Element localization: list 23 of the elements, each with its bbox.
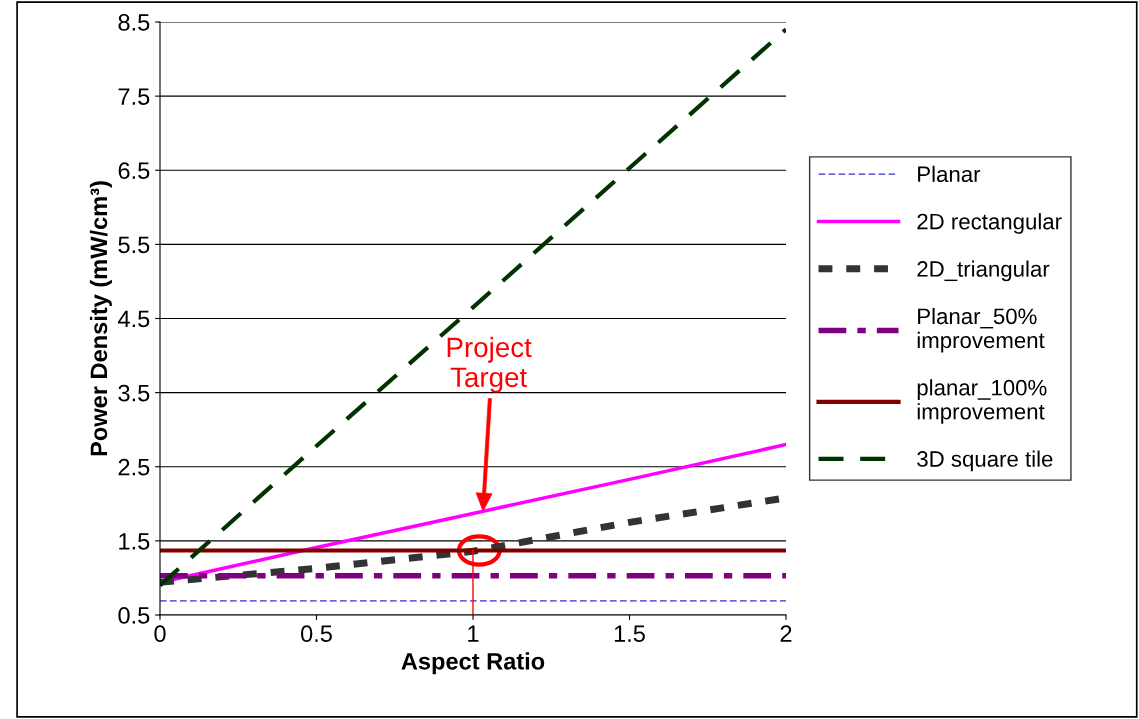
- legend-label: 3D square tile: [917, 450, 1053, 472]
- x-tick-label: 0.5: [301, 625, 332, 643]
- y-tick-label: 6.5: [118, 162, 150, 180]
- y-axis-title: Power Density (mW/cm³): [89, 181, 112, 456]
- x-axis-title: Aspect Ratio: [401, 652, 545, 675]
- annotation: Project Target: [447, 336, 532, 393]
- x-tick-label: 0: [154, 625, 166, 643]
- y-tick-label: 7.5: [118, 88, 150, 105]
- legend-label: 2D rectangular: [917, 213, 1062, 234]
- legend-label: planar_100% improvement: [917, 379, 1047, 424]
- y-tick-label: 3.5: [118, 384, 150, 402]
- legend-label: Planar: [918, 165, 981, 183]
- x-tick-label: 2: [780, 625, 792, 642]
- y-tick-label: 8.5: [118, 14, 150, 31]
- x-tick-label: 1: [468, 625, 479, 642]
- y-tick-label: 5.5: [118, 236, 150, 254]
- y-tick-label: 1.5: [119, 533, 150, 550]
- y-tick-label: 4.5: [118, 310, 150, 328]
- x-tick-label: 1.5: [614, 625, 645, 643]
- legend-label: 2D_triangular: [917, 260, 1050, 282]
- y-tick-label: 0.5: [118, 607, 150, 624]
- legend-label: Planar_50% improvement: [917, 307, 1045, 353]
- y-tick-label: 2.5: [118, 458, 150, 476]
